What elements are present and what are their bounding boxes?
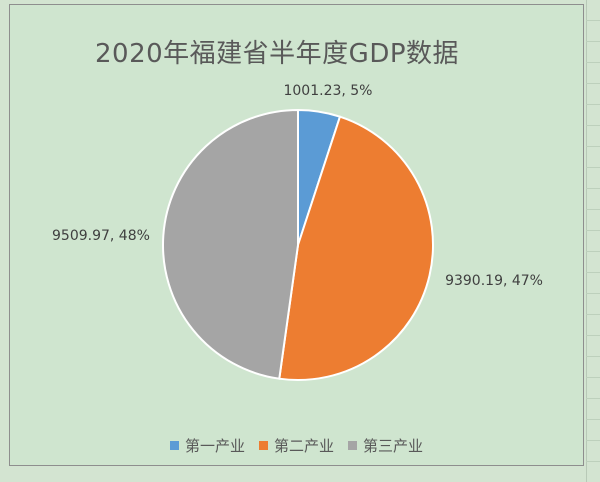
spreadsheet-row-line — [586, 125, 600, 126]
pie-slice-tertiary[interactable] — [162, 108, 299, 380]
spreadsheet-row-line — [586, 272, 600, 273]
spreadsheet-row-line — [586, 398, 600, 399]
spreadsheet-row-line — [586, 83, 600, 84]
spreadsheet-row-line — [586, 188, 600, 189]
spreadsheet-row-line — [586, 440, 600, 441]
chart-legend[interactable]: 第一产业 第二产业 第三产业 — [10, 435, 583, 456]
spreadsheet-row-line — [586, 251, 600, 252]
spreadsheet-row-line — [586, 377, 600, 378]
legend-label-secondary: 第二产业 — [273, 437, 334, 455]
legend-swatch-secondary — [258, 441, 268, 450]
chart-title[interactable]: 2020年福建省半年度GDP数据 — [95, 39, 460, 69]
spreadsheet-row-line — [586, 146, 600, 147]
data-label-primary[interactable]: 1001.23, 5% — [283, 83, 372, 99]
legend-item-primary[interactable]: 第一产业 — [169, 435, 245, 456]
spreadsheet-row-line — [586, 461, 600, 462]
chart-object[interactable]: 2020年福建省半年度GDP数据 1001.23, 5% 9390.19, 47%… — [9, 4, 584, 466]
spreadsheet-row-line — [586, 335, 600, 336]
legend-label-primary: 第一产业 — [184, 437, 245, 455]
spreadsheet-row-line — [586, 356, 600, 357]
spreadsheet-column-strip — [586, 0, 600, 482]
pie-slice-secondary[interactable] — [278, 115, 434, 381]
spreadsheet-row-line — [586, 230, 600, 231]
spreadsheet-row-line — [586, 419, 600, 420]
legend-label-tertiary: 第三产业 — [363, 437, 424, 455]
legend-item-secondary[interactable]: 第二产业 — [258, 435, 334, 456]
spreadsheet-row-line — [586, 293, 600, 294]
pie-plot-area[interactable]: 1001.23, 5% 9390.19, 47% 9509.97, 48% — [10, 5, 585, 467]
spreadsheet-row-line — [586, 314, 600, 315]
spreadsheet-row-line — [586, 41, 600, 42]
spreadsheet-row-line — [586, 20, 600, 21]
legend-swatch-tertiary — [348, 441, 357, 450]
spreadsheet-row-line — [586, 167, 600, 168]
spreadsheet-row-line — [586, 209, 600, 210]
spreadsheet-row-line — [586, 104, 600, 105]
legend-swatch-primary — [169, 441, 179, 450]
data-label-secondary[interactable]: 9390.19, 47% — [445, 273, 543, 289]
legend-item-tertiary[interactable]: 第三产业 — [348, 435, 423, 456]
data-label-tertiary[interactable]: 9509.97, 48% — [52, 228, 150, 244]
spreadsheet-row-line — [586, 62, 600, 63]
